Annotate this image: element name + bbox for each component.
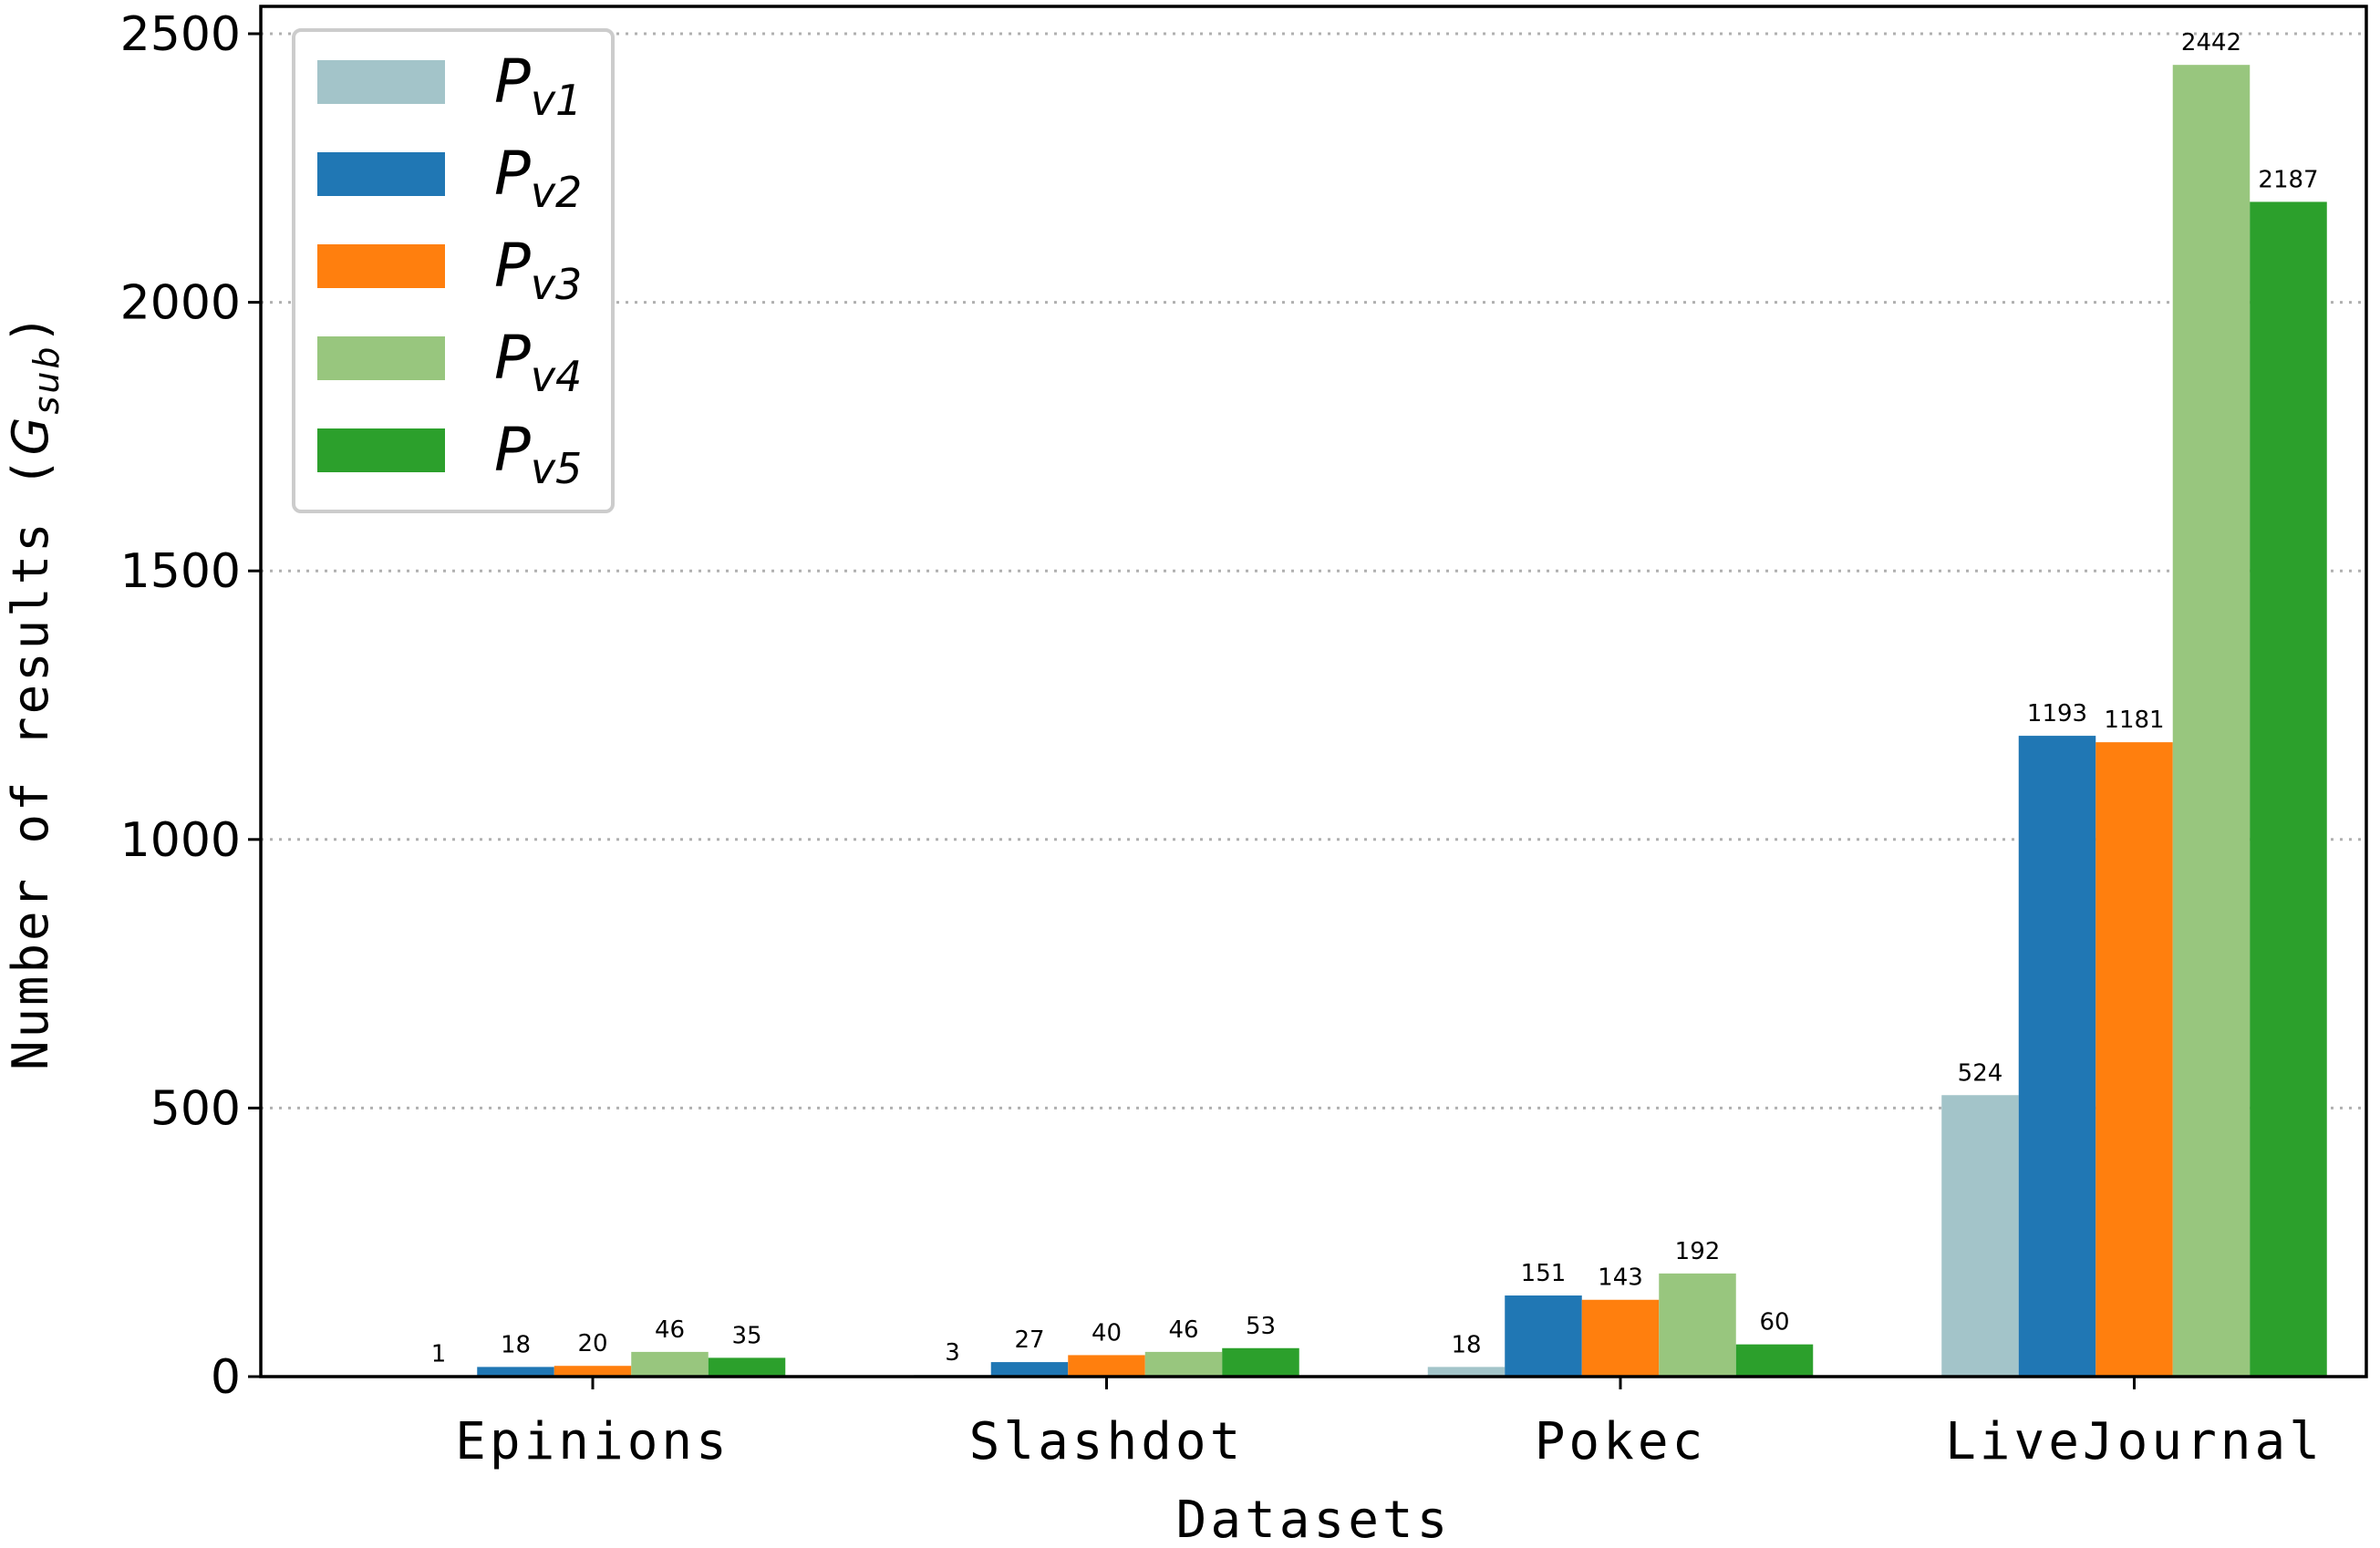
data-label: 27 xyxy=(1014,1326,1044,1354)
y-tick-label: 2500 xyxy=(120,7,241,62)
legend-label-v4: Pv4 xyxy=(494,323,582,401)
data-label: 2187 xyxy=(2258,166,2318,193)
bar-v2-pokec xyxy=(1505,1295,1582,1377)
x-tick-label: Slashdot xyxy=(969,1412,1245,1471)
y-tick-label: 1000 xyxy=(120,813,241,868)
data-labels: 1 3 18 524 18 27 151 1193 20 40 143 1181 46 46 192 2442… xyxy=(431,29,2319,1367)
legend-label-v1: Pv1 xyxy=(494,46,582,125)
data-label: 1 xyxy=(431,1340,447,1367)
bar-v5-slashdot xyxy=(1222,1347,1299,1377)
data-label: 18 xyxy=(501,1331,531,1358)
data-label: 35 xyxy=(731,1322,761,1349)
bar-v3-slashdot xyxy=(1068,1355,1145,1377)
legend: Pv1 Pv2 Pv3 Pv4 Pv5 xyxy=(292,28,615,513)
bar-v3-livejournal xyxy=(2095,742,2173,1377)
legend-swatch-v4 xyxy=(317,336,445,380)
bars xyxy=(399,65,2327,1378)
x-axis-title: Datasets xyxy=(1176,1491,1452,1548)
data-label: 18 xyxy=(1451,1331,1481,1358)
bar-v5-pokec xyxy=(1735,1344,1814,1377)
legend-swatch-v1 xyxy=(317,60,445,104)
data-label: 60 xyxy=(1759,1309,1789,1336)
legend-label-v2: Pv2 xyxy=(494,139,582,217)
y-axis-title: Number of results (Gsub) xyxy=(2,312,67,1070)
x-tick-label: LiveJournal xyxy=(1945,1412,2323,1471)
bar-v2-livejournal xyxy=(2018,736,2096,1377)
bar-v3-pokec xyxy=(1581,1299,1660,1377)
data-label: 3 xyxy=(945,1339,960,1367)
bar-v4-slashdot xyxy=(1144,1351,1223,1377)
bar-v4-livejournal xyxy=(2172,65,2251,1378)
legend-label-v3: Pv3 xyxy=(494,231,582,309)
legend-swatch-v2 xyxy=(317,152,445,196)
bar-v4-epinions xyxy=(631,1351,709,1377)
bar-v1-livejournal xyxy=(1941,1095,2019,1377)
data-label: 192 xyxy=(1675,1238,1721,1265)
data-label: 1181 xyxy=(2104,707,2164,734)
data-label: 1193 xyxy=(2027,700,2087,728)
x-tick-label: Pokec xyxy=(1535,1412,1707,1471)
bar-v5-epinions xyxy=(708,1357,786,1377)
legend-swatch-v5 xyxy=(317,428,445,472)
data-label: 143 xyxy=(1598,1264,1643,1292)
bar-v3-epinions xyxy=(554,1366,632,1377)
x-tick-label: Epinions xyxy=(455,1412,730,1471)
data-label: 53 xyxy=(1246,1313,1276,1340)
data-label: 151 xyxy=(1521,1260,1567,1287)
data-label: 2442 xyxy=(2181,29,2241,57)
data-label: 524 xyxy=(1958,1059,2003,1087)
legend-label-v5: Pv5 xyxy=(494,415,582,493)
bar-v4-pokec xyxy=(1659,1273,1736,1377)
y-tick-label: 500 xyxy=(150,1081,241,1136)
y-tick-label: 0 xyxy=(211,1350,241,1405)
legend-swatch-v3 xyxy=(317,244,445,288)
data-label: 40 xyxy=(1092,1319,1122,1347)
y-tick-label: 1500 xyxy=(120,544,241,599)
axes: 0 500 1000 1500 2000 2500 Epinions Slashdot Poke… xyxy=(2,5,2368,1548)
data-label: 20 xyxy=(577,1330,607,1357)
data-label: 46 xyxy=(655,1316,685,1344)
bar-v1-pokec xyxy=(1427,1367,1506,1377)
bar-v5-livejournal xyxy=(2250,201,2327,1378)
bar-v2-epinions xyxy=(477,1367,554,1377)
plot-frame xyxy=(259,5,2368,1378)
data-label: 46 xyxy=(1168,1316,1198,1344)
y-tick-label: 2000 xyxy=(120,276,241,331)
bar-v2-slashdot xyxy=(990,1362,1069,1377)
legend-box xyxy=(292,28,615,513)
